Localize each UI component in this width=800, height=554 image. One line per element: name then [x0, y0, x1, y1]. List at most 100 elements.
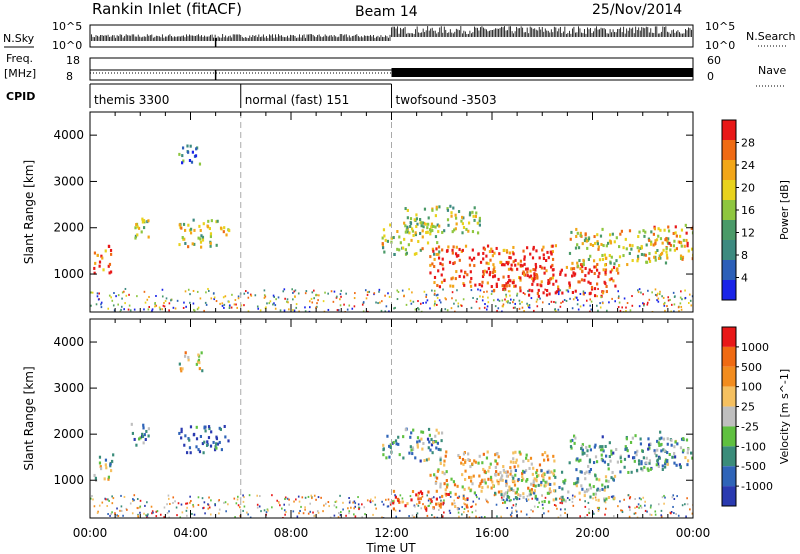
range-gate-cell [657, 227, 660, 231]
range-gate-cell [139, 505, 142, 508]
range-gate-cell [419, 497, 423, 501]
range-gate-cell [505, 295, 508, 298]
range-gate-cell [120, 494, 122, 497]
range-gate-cell [608, 455, 611, 459]
range-gate-cell [462, 226, 466, 230]
range-gate-cell [454, 277, 457, 281]
range-gate-cell [557, 308, 560, 311]
range-gate-cell [542, 253, 545, 257]
range-gate-cell [393, 252, 396, 256]
range-gate-cell [186, 144, 189, 148]
range-gate-cell [378, 290, 380, 293]
range-gate-cell [189, 451, 192, 455]
range-gate-cell [619, 500, 621, 503]
range-gate-cell [445, 298, 447, 301]
range-gate-cell [474, 460, 477, 464]
range-gate-cell [567, 490, 570, 494]
range-gate-cell [345, 514, 347, 517]
range-gate-cell [569, 237, 572, 241]
range-gate-cell [660, 436, 663, 440]
range-gate-cell [263, 509, 266, 512]
range-gate-cell [492, 263, 495, 267]
range-gate-cell [655, 238, 659, 242]
range-gate-cell [188, 446, 192, 450]
range-gate-cell [664, 238, 667, 242]
range-gate-cell [609, 261, 612, 265]
range-gate-cell [649, 506, 652, 509]
range-gate-cell [323, 310, 326, 312]
range-gate-cell [288, 308, 290, 311]
range-gate-cell [350, 506, 352, 509]
range-gate-cell [658, 456, 661, 460]
range-gate-cell [605, 284, 608, 288]
range-gate-cell [521, 264, 524, 268]
range-gate-cell [478, 497, 480, 500]
range-gate-cell [614, 300, 616, 303]
range-gate-cell [537, 294, 540, 298]
range-gate-cell [339, 513, 342, 516]
range-gate-cell [202, 451, 205, 455]
range-gate-cell [489, 462, 492, 466]
range-gate-cell [487, 262, 490, 266]
range-gate-cell [90, 291, 92, 294]
range-gate-cell [525, 479, 528, 483]
range-gate-cell [585, 299, 588, 302]
range-gate-cell [543, 451, 547, 455]
range-gate-cell [454, 492, 457, 496]
range-gate-cell [527, 486, 530, 490]
range-gate-cell [675, 513, 677, 516]
range-gate-cell [680, 244, 683, 248]
range-gate-cell [353, 507, 355, 510]
range-gate-cell [487, 501, 489, 504]
range-gate-cell [284, 513, 286, 516]
range-gate-cell [523, 255, 526, 259]
range-gate-cell [467, 486, 471, 490]
range-gate-cell [555, 504, 557, 507]
range-gate-cell [374, 503, 377, 506]
range-gate-cell [505, 479, 508, 483]
range-gate-cell [151, 510, 154, 513]
range-gate-cell [413, 218, 416, 222]
range-gate-cell [297, 292, 300, 295]
range-gate-cell [530, 509, 532, 512]
range-gate-cell [439, 482, 442, 486]
range-gate-cell [570, 230, 573, 234]
range-gate-cell [503, 470, 506, 474]
range-gate-cell [647, 437, 650, 441]
range-gate-cell [594, 492, 598, 496]
range-gate-cell [569, 297, 571, 300]
range-gate-cell [429, 448, 432, 452]
range-gate-cell [98, 455, 102, 459]
range-gate-cell [351, 307, 354, 310]
range-gate-cell [612, 515, 615, 518]
colorbar-tick-label: -100 [741, 440, 766, 453]
range-gate-cell [338, 512, 340, 515]
range-gate-cell [208, 496, 210, 499]
range-gate-cell [203, 425, 206, 429]
range-gate-cell [450, 477, 453, 481]
range-gate-cell [478, 219, 481, 223]
range-gate-cell [299, 509, 301, 512]
range-gate-cell [457, 210, 461, 214]
range-gate-cell [385, 305, 388, 308]
range-gate-cell [207, 503, 209, 506]
range-gate-cell [646, 303, 649, 306]
range-gate-cell [503, 289, 506, 292]
range-gate-cell [339, 304, 342, 307]
range-gate-cell [443, 229, 446, 233]
range-gate-cell [547, 281, 550, 285]
range-gate-cell [634, 512, 637, 515]
range-gate-cell [475, 211, 478, 215]
range-gate-cell [501, 310, 503, 312]
range-gate-cell [485, 456, 489, 460]
range-gate-cell [493, 494, 496, 497]
range-gate-cell [168, 510, 170, 513]
range-gate-cell [657, 297, 660, 300]
range-gate-cell [129, 502, 132, 505]
range-gate-cell [434, 225, 437, 229]
range-gate-cell [563, 299, 566, 302]
range-gate-cell [542, 245, 545, 249]
range-gate-cell [96, 292, 99, 295]
range-gate-cell [593, 265, 596, 269]
range-gate-cell [247, 513, 249, 516]
